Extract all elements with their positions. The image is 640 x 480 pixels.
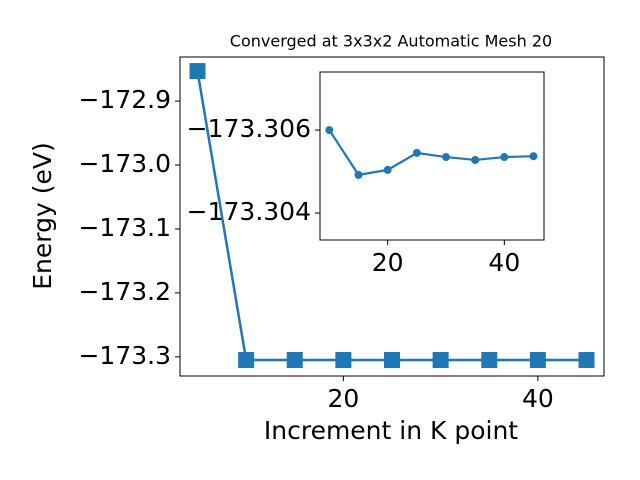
marker <box>238 352 255 369</box>
x-tick-label: 20 <box>327 384 359 413</box>
marker <box>529 152 538 161</box>
marker <box>432 352 449 369</box>
series-line <box>328 129 534 177</box>
marker <box>325 126 334 135</box>
marker <box>335 352 352 369</box>
marker <box>500 153 509 162</box>
marker <box>578 352 595 369</box>
y-tick-label: −172.9 <box>78 85 171 114</box>
marker <box>442 153 450 162</box>
marker <box>529 352 546 369</box>
marker <box>286 352 303 369</box>
x-tick-label: 40 <box>522 384 554 413</box>
y-tick-label: −173.304 <box>187 197 311 226</box>
x-tick-label: 20 <box>372 248 404 277</box>
marker <box>354 170 363 179</box>
x-axis-label: Increment in K point <box>264 416 518 445</box>
y-axis-label: Energy (eV) <box>28 142 57 289</box>
y-tick-label: −173.1 <box>78 213 171 242</box>
marker <box>384 352 400 369</box>
y-tick-label: −173.2 <box>78 277 171 306</box>
marker <box>471 155 480 164</box>
chart-title: Converged at 3x3x2 Automatic Mesh 20 <box>230 32 552 51</box>
y-tick-label: −173.0 <box>78 149 171 178</box>
marker <box>383 165 392 174</box>
marker <box>189 63 206 80</box>
y-tick-label: −173.306 <box>187 114 311 143</box>
y-tick-label: −173.3 <box>78 341 171 370</box>
x-tick-label: 40 <box>488 248 520 277</box>
marker <box>412 148 421 157</box>
marker <box>481 352 498 369</box>
